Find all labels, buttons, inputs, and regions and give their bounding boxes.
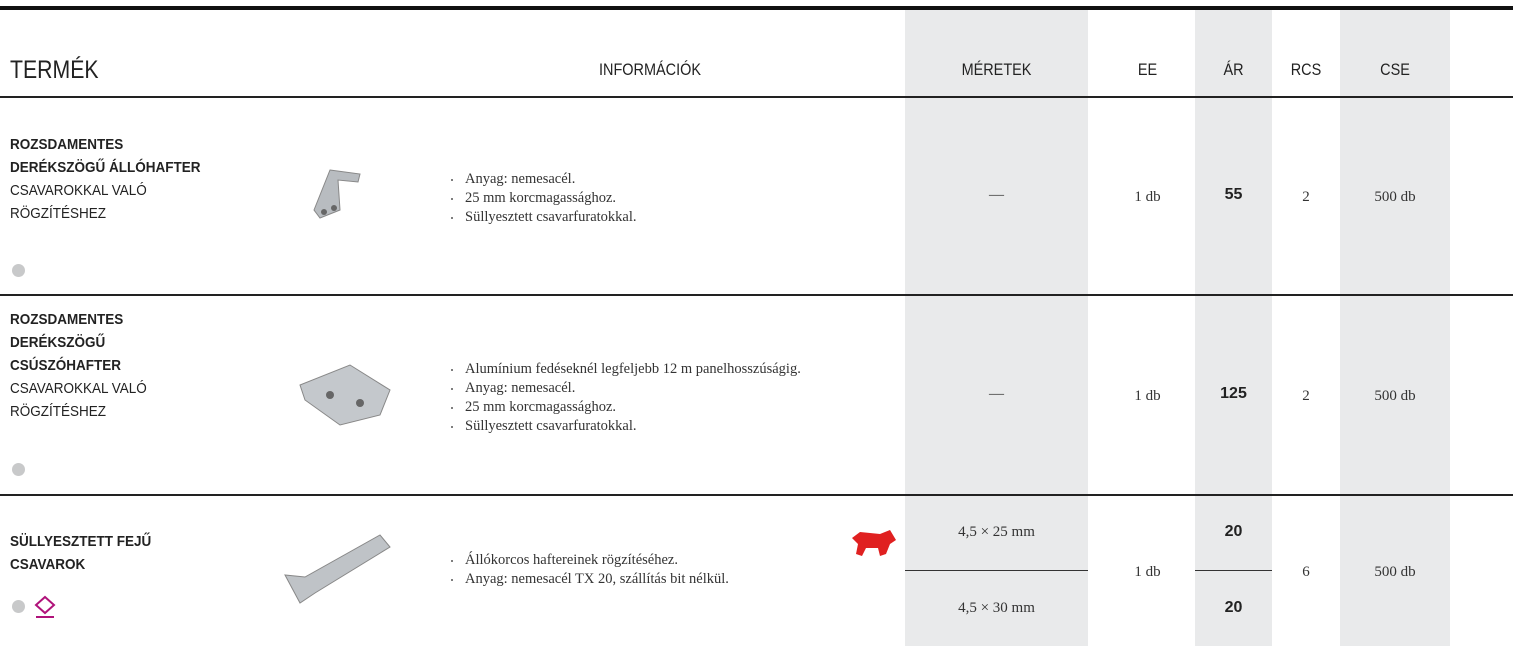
info-text: Süllyesztett csavarfuratokkal. xyxy=(465,418,637,434)
name-bold: ROZSDAMENTES xyxy=(10,311,124,328)
diamond-icon xyxy=(34,595,56,618)
name-regular: RÖGZÍTÉSHEZ xyxy=(10,403,107,420)
rcs: 2 xyxy=(1302,188,1310,205)
name-bold: CSÚSZÓHAFTER xyxy=(10,357,122,374)
name-bold: CSAVAROK xyxy=(10,556,86,573)
ee: 1 db xyxy=(1100,560,1195,584)
product-name: ROZSDAMENTES DERÉKSZÖGŰ CSÚSZÓHAFTER CSAVAR… xyxy=(10,308,235,423)
name-bold: DERÉKSZÖGŰ ÁLLÓHAFTER xyxy=(10,159,201,176)
name-regular: CSAVAROKKAL VALÓ xyxy=(10,182,147,199)
status-dot xyxy=(12,264,25,277)
ee: 1 db xyxy=(1100,185,1195,209)
name-bold: DERÉKSZÖGŰ xyxy=(10,334,106,351)
header: EE xyxy=(1137,60,1158,79)
header: INFORMÁCIÓK xyxy=(599,60,701,79)
price: 20 xyxy=(1224,523,1243,540)
header: CSE xyxy=(1380,60,1410,79)
info-item: 25 mm korcmagassághoz. xyxy=(445,189,845,208)
name-bold: ROZSDAMENTES xyxy=(10,136,124,153)
product-image xyxy=(313,169,361,219)
bullet xyxy=(451,216,453,219)
split-line xyxy=(1165,570,1272,571)
ee: 1 db xyxy=(1100,384,1195,408)
product-name: SÜLLYESZTETT FEJŰ CSAVAROK xyxy=(10,530,235,576)
cse: 500 db xyxy=(1374,563,1416,580)
column-shade xyxy=(1340,10,1450,646)
name-bold: SÜLLYESZTETT FEJŰ xyxy=(10,533,152,550)
info-item: 25 mm korcmagassághoz. xyxy=(445,398,845,417)
info-item: Anyag: nemesacél. xyxy=(445,379,845,398)
bull-icon xyxy=(852,530,896,556)
split-line xyxy=(905,570,1088,571)
product-image xyxy=(284,534,391,604)
header: MÉRETEK xyxy=(961,60,1032,79)
bullet xyxy=(451,178,453,181)
bullet xyxy=(451,426,453,428)
price: 20 xyxy=(1224,599,1243,616)
info-list: Alumínium fedéseknél legfeljebb 12 m pan… xyxy=(445,360,845,436)
product-image xyxy=(299,364,391,426)
info-text: Alumínium fedéseknél legfeljebb 12 m pan… xyxy=(465,361,801,377)
row-divider xyxy=(0,494,1513,496)
header: ÁR xyxy=(1223,60,1244,79)
info-item: Süllyesztett csavarfuratokkal. xyxy=(445,208,845,227)
bullet xyxy=(451,407,453,409)
bullet xyxy=(451,579,453,581)
bullet xyxy=(451,560,453,562)
header: TERMÉK xyxy=(10,55,99,84)
bullet xyxy=(451,197,453,200)
info-text: Süllyesztett csavarfuratokkal. xyxy=(465,208,637,225)
bullet xyxy=(451,369,453,371)
product-name: ROZSDAMENTES DERÉKSZÖGŰ ÁLLÓHAFTER CSAVARO… xyxy=(10,133,235,225)
info-item: Anyag: nemesacél. xyxy=(445,170,845,189)
header: RCS xyxy=(1290,60,1322,79)
dimension: 4,5 × 25 mm xyxy=(958,523,1035,540)
dimension: 4,5 × 30 mm xyxy=(958,599,1035,616)
price: 55 xyxy=(1224,186,1243,203)
column-shade xyxy=(1195,10,1272,646)
info-text: 25 mm korcmagassághoz. xyxy=(465,399,617,415)
info-item: Alumínium fedéseknél legfeljebb 12 m pan… xyxy=(445,360,845,379)
info-item: Süllyesztett csavarfuratokkal. xyxy=(445,417,845,436)
info-text: 25 mm korcmagassághoz. xyxy=(465,189,617,206)
info-item: Anyag: nemesacél TX 20, szállítás bit né… xyxy=(445,570,845,589)
info-list: Állókorcos haftereinek rögzítéséhez. Anya… xyxy=(445,551,845,589)
cse: 500 db xyxy=(1374,387,1416,404)
info-text: Anyag: nemesacél. xyxy=(465,170,576,187)
info-text: Anyag: nemesacél. xyxy=(465,380,576,396)
rcs: 2 xyxy=(1302,387,1310,404)
rcs: 6 xyxy=(1302,563,1310,580)
info-text: Anyag: nemesacél TX 20, szállítás bit né… xyxy=(465,571,729,587)
status-dot xyxy=(12,600,25,613)
column-shade xyxy=(905,10,1088,646)
bullet xyxy=(451,388,453,390)
info-list: Anyag: nemesacél. 25 mm korcmagassághoz. S… xyxy=(445,170,845,227)
dimension: — xyxy=(989,186,1004,203)
cse: 500 db xyxy=(1374,188,1416,205)
status-dot xyxy=(12,463,25,476)
row-divider xyxy=(0,96,1513,98)
name-regular: CSAVAROKKAL VALÓ xyxy=(10,380,147,397)
info-text: Állókorcos haftereinek rögzítéséhez. xyxy=(465,552,678,568)
info-item: Állókorcos haftereinek rögzítéséhez. xyxy=(445,551,845,570)
name-regular: RÖGZÍTÉSHEZ xyxy=(10,205,107,222)
price: 125 xyxy=(1220,385,1247,402)
row-divider xyxy=(0,294,1513,296)
top-rule xyxy=(0,6,1513,10)
dimension: — xyxy=(989,385,1004,402)
